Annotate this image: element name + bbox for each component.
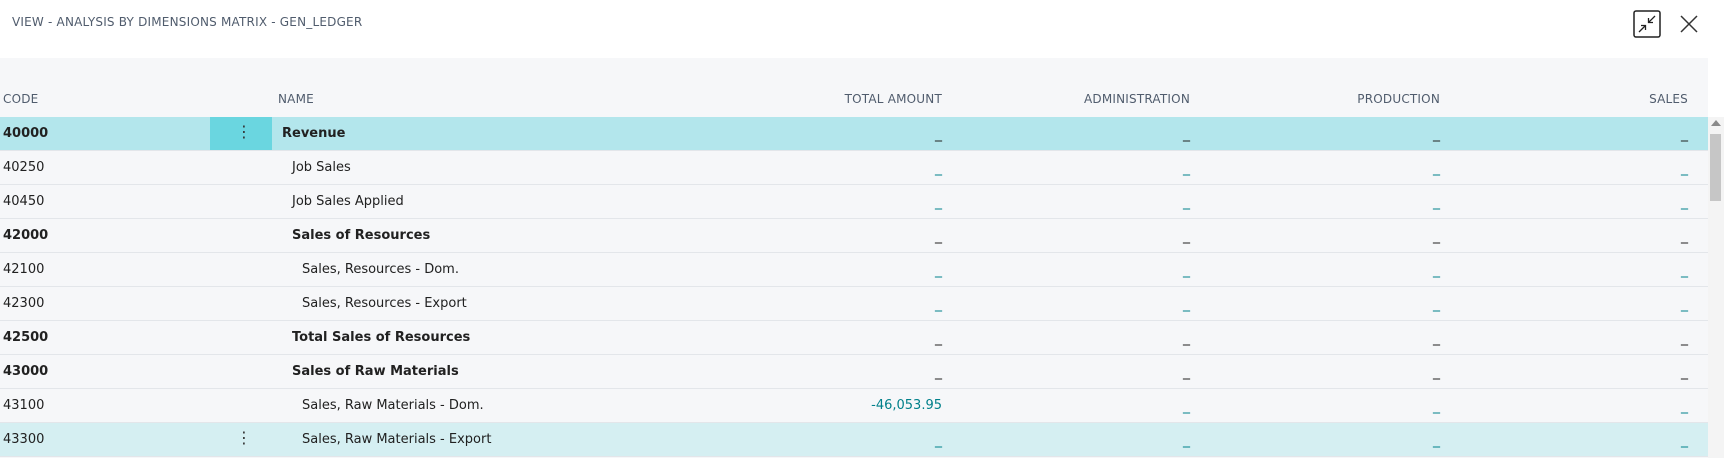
table-row[interactable]: 42300 Sales, Resources - Export _ _ _ _ (0, 287, 1708, 321)
column-header-name[interactable]: NAME (278, 92, 314, 106)
table-row[interactable]: 43000 Sales of Raw Materials _ _ _ _ (0, 355, 1708, 389)
row-administration[interactable]: _ (1183, 330, 1190, 346)
row-sales[interactable]: _ (1681, 432, 1688, 448)
collapse-button[interactable] (1633, 10, 1661, 38)
row-name: Job Sales (292, 160, 351, 175)
page-title: VIEW - ANALYSIS BY DIMENSIONS MATRIX - G… (12, 15, 363, 29)
row-code[interactable]: 40250 (3, 160, 45, 175)
row-name: Sales, Raw Materials - Export (302, 432, 492, 447)
row-name: Job Sales Applied (292, 194, 404, 209)
close-icon (1680, 15, 1698, 33)
row-name: Total Sales of Resources (292, 330, 471, 345)
row-name: Sales of Resources (292, 228, 431, 243)
row-administration[interactable]: _ (1183, 160, 1190, 176)
row-production[interactable]: _ (1433, 398, 1440, 414)
row-sales[interactable]: _ (1681, 160, 1688, 176)
row-production[interactable]: _ (1433, 262, 1440, 278)
scrollbar-thumb[interactable] (1710, 134, 1721, 201)
row-code[interactable]: 43100 (3, 398, 45, 413)
row-production[interactable]: _ (1433, 126, 1440, 142)
row-sales[interactable]: _ (1681, 296, 1688, 312)
row-total-amount[interactable]: _ (935, 432, 942, 448)
row-code[interactable]: 40000 (3, 126, 49, 141)
row-code[interactable]: 43300 (3, 432, 45, 447)
table-row[interactable]: 40000 ⋮ Revenue _ _ _ _ (0, 117, 1708, 151)
row-production[interactable]: _ (1433, 194, 1440, 210)
row-administration[interactable]: _ (1183, 364, 1190, 380)
matrix-grid: CODE NAME TOTAL AMOUNT ADMINISTRATION PR… (0, 58, 1708, 458)
collapse-arrows-icon (1633, 10, 1661, 38)
row-code[interactable]: 43000 (3, 364, 49, 379)
row-total-amount[interactable]: _ (935, 160, 942, 176)
row-production[interactable]: _ (1433, 160, 1440, 176)
row-production[interactable]: _ (1433, 432, 1440, 448)
row-administration[interactable]: _ (1183, 126, 1190, 142)
column-header-row: CODE NAME TOTAL AMOUNT ADMINISTRATION PR… (0, 58, 1708, 117)
row-production[interactable]: _ (1433, 296, 1440, 312)
table-row[interactable]: 42500 Total Sales of Resources _ _ _ _ (0, 321, 1708, 355)
table-row[interactable]: 43100 Sales, Raw Materials - Dom. -46,05… (0, 389, 1708, 423)
row-total-amount[interactable]: -46,053.95 (871, 398, 942, 413)
column-header-total-amount[interactable]: TOTAL AMOUNT (844, 92, 942, 106)
more-options-icon: ⋮ (236, 122, 252, 141)
row-menu-button[interactable]: ⋮ (210, 117, 272, 150)
row-sales[interactable]: _ (1681, 194, 1688, 210)
window-header: VIEW - ANALYSIS BY DIMENSIONS MATRIX - G… (0, 0, 1724, 58)
row-code[interactable]: 42000 (3, 228, 49, 243)
row-name: Sales, Raw Materials - Dom. (302, 398, 484, 413)
row-name: Sales, Resources - Dom. (302, 262, 459, 277)
row-total-amount[interactable]: _ (935, 330, 942, 346)
more-options-icon: ⋮ (236, 428, 252, 447)
table-row[interactable]: 42000 Sales of Resources _ _ _ _ (0, 219, 1708, 253)
row-administration[interactable]: _ (1183, 228, 1190, 244)
vertical-scrollbar[interactable] (1708, 117, 1724, 458)
table-row[interactable]: 40250 Job Sales _ _ _ _ (0, 151, 1708, 185)
row-production[interactable]: _ (1433, 364, 1440, 380)
row-code[interactable]: 40450 (3, 194, 45, 209)
row-name: Sales of Raw Materials (292, 364, 459, 379)
row-administration[interactable]: _ (1183, 432, 1190, 448)
row-code[interactable]: 42500 (3, 330, 49, 345)
row-name: Revenue (282, 126, 346, 141)
row-total-amount[interactable]: _ (935, 296, 942, 312)
row-sales[interactable]: _ (1681, 330, 1688, 346)
row-code[interactable]: 42300 (3, 296, 45, 311)
scroll-up-arrow-icon[interactable] (1711, 120, 1721, 126)
row-administration[interactable]: _ (1183, 296, 1190, 312)
row-administration[interactable]: _ (1183, 194, 1190, 210)
row-total-amount[interactable]: _ (935, 262, 942, 278)
column-header-sales[interactable]: SALES (1649, 92, 1688, 106)
row-sales[interactable]: _ (1681, 228, 1688, 244)
row-menu-button[interactable]: ⋮ (210, 423, 272, 456)
row-code[interactable]: 42100 (3, 262, 45, 277)
close-button[interactable] (1675, 10, 1703, 38)
row-administration[interactable]: _ (1183, 398, 1190, 414)
table-row[interactable]: 42100 Sales, Resources - Dom. _ _ _ _ (0, 253, 1708, 287)
row-total-amount[interactable]: _ (935, 364, 942, 380)
row-production[interactable]: _ (1433, 228, 1440, 244)
table-row[interactable]: 43300 ⋮ Sales, Raw Materials - Export _ … (0, 423, 1708, 457)
row-name: Sales, Resources - Export (302, 296, 467, 311)
row-administration[interactable]: _ (1183, 262, 1190, 278)
row-total-amount[interactable]: _ (935, 126, 942, 142)
row-total-amount[interactable]: _ (935, 194, 942, 210)
row-sales[interactable]: _ (1681, 262, 1688, 278)
column-header-administration[interactable]: ADMINISTRATION (1083, 92, 1190, 106)
column-header-code[interactable]: CODE (3, 92, 39, 106)
column-header-production[interactable]: PRODUCTION (1357, 92, 1440, 106)
row-sales[interactable]: _ (1681, 126, 1688, 142)
table-row[interactable]: 40450 Job Sales Applied _ _ _ _ (0, 185, 1708, 219)
row-sales[interactable]: _ (1681, 364, 1688, 380)
row-production[interactable]: _ (1433, 330, 1440, 346)
row-sales[interactable]: _ (1681, 398, 1688, 414)
row-total-amount[interactable]: _ (935, 228, 942, 244)
